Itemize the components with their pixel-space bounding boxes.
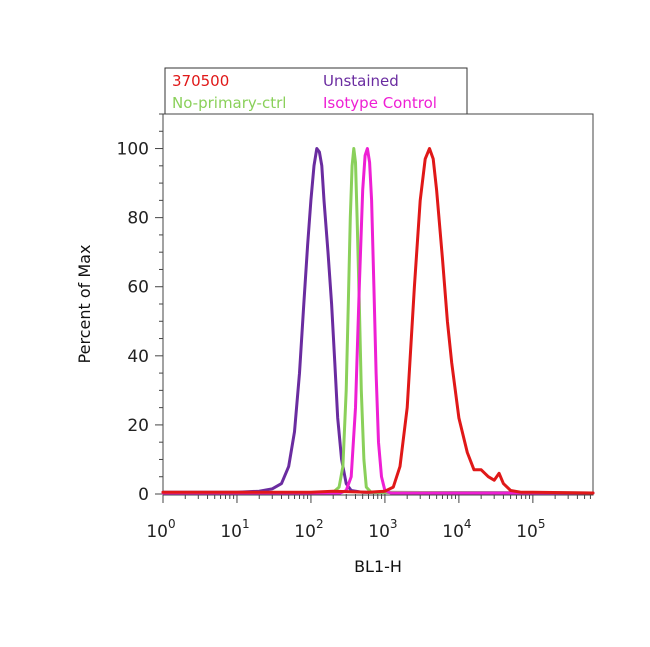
series-line-isotype-control (161, 147, 595, 495)
y-tick-label: 40 (127, 347, 149, 367)
series-line-370500 (161, 147, 595, 495)
x-tick-label: 103 (368, 517, 397, 542)
y-tick-label: 80 (127, 209, 149, 229)
y-tick-label: 100 (117, 140, 149, 160)
x-tick-label: 105 (516, 517, 545, 542)
legend-item-370500: 370500 (172, 72, 229, 90)
legend-box: 370500 Unstained No-primary-ctrl Isotype… (164, 67, 468, 115)
series-line-no-primary-ctrl (161, 147, 595, 495)
x-axis: 100 101 102 103 104 105 (146, 494, 591, 542)
legend-item-isotype-control: Isotype Control (323, 94, 437, 112)
x-tick-label: 100 (146, 517, 175, 542)
series-line-unstained (161, 147, 595, 495)
y-tick-label: 20 (127, 416, 149, 436)
y-axis-title: Percent of Max (75, 245, 94, 364)
y-tick-label: 0 (138, 485, 149, 505)
legend-item-unstained: Unstained (323, 72, 399, 90)
x-tick-label: 101 (220, 517, 249, 542)
y-axis: 0 20 40 60 80 100 (117, 113, 163, 505)
series-layer (161, 147, 595, 495)
x-tick-label: 102 (294, 517, 323, 542)
legend-frame (164, 67, 468, 115)
x-axis-title: BL1-H (354, 557, 402, 576)
x-tick-label: 104 (442, 517, 471, 542)
legend-item-no-primary-ctrl: No-primary-ctrl (172, 94, 286, 112)
y-tick-label: 60 (127, 278, 149, 298)
